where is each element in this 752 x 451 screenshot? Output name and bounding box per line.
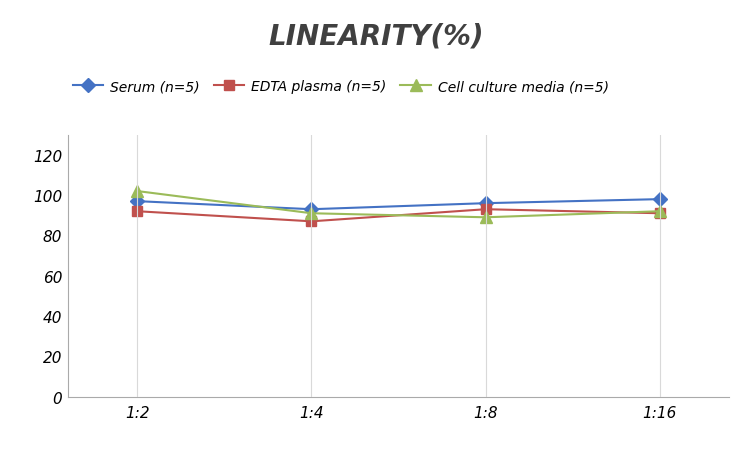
EDTA plasma (n=5): [655, 211, 664, 216]
Line: EDTA plasma (n=5): EDTA plasma (n=5): [132, 205, 665, 227]
Line: Cell culture media (n=5): Cell culture media (n=5): [132, 186, 666, 223]
Legend: Serum (n=5), EDTA plasma (n=5), Cell culture media (n=5): Serum (n=5), EDTA plasma (n=5), Cell cul…: [67, 74, 614, 100]
Cell culture media (n=5): [133, 189, 142, 194]
EDTA plasma (n=5): [307, 219, 316, 225]
EDTA plasma (n=5): [133, 209, 142, 215]
Serum (n=5): [133, 199, 142, 204]
Text: LINEARITY(%): LINEARITY(%): [268, 23, 484, 51]
Cell culture media (n=5): [307, 211, 316, 216]
EDTA plasma (n=5): [481, 207, 490, 212]
Cell culture media (n=5): [481, 215, 490, 221]
Serum (n=5): [655, 197, 664, 202]
Serum (n=5): [481, 201, 490, 207]
Cell culture media (n=5): [655, 209, 664, 215]
Serum (n=5): [307, 207, 316, 212]
Line: Serum (n=5): Serum (n=5): [132, 195, 665, 215]
